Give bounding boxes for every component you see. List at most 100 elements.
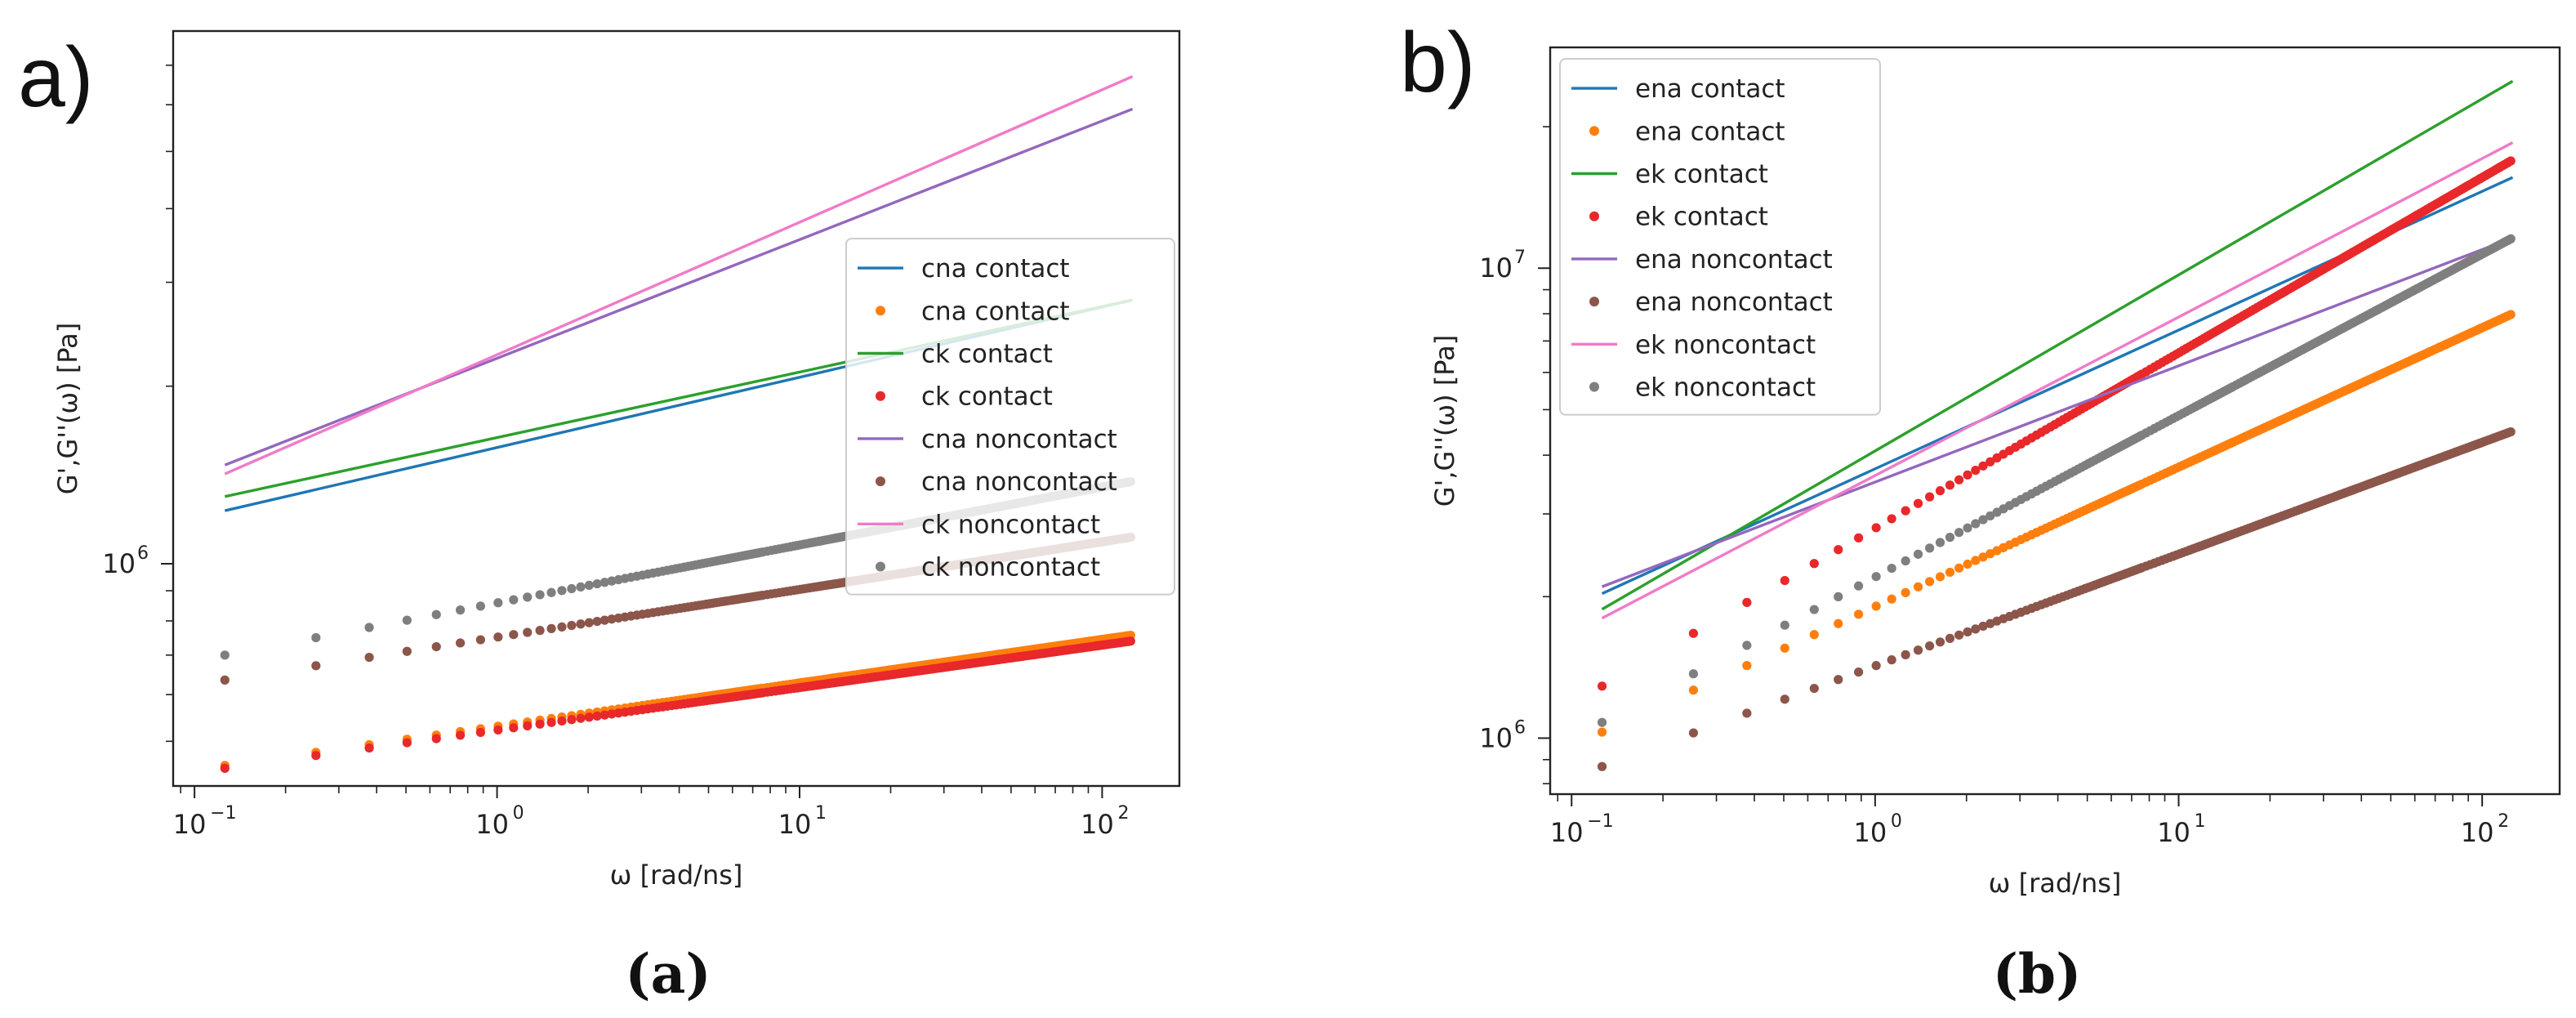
data-point: [220, 675, 230, 685]
data-point: [1597, 761, 1607, 771]
data-point: [1853, 533, 1864, 542]
data-point: [584, 580, 594, 591]
legend-swatch-dot: [876, 306, 885, 316]
legend-swatch-dot: [876, 561, 885, 572]
data-point: [557, 622, 567, 632]
data-point: [493, 725, 503, 735]
x-tick-exponent: 1: [2194, 811, 2205, 832]
data-point: [509, 630, 519, 640]
legend-swatch-dot: [876, 391, 885, 401]
series-dots-ck-contact: [220, 636, 1135, 773]
y-minor-ticks: [166, 65, 173, 743]
y-tick-exponent: 6: [137, 543, 149, 564]
data-point: [1924, 543, 1935, 553]
data-point: [1978, 461, 1988, 471]
y-minor-ticks: [1543, 126, 1550, 784]
data-point: [1688, 728, 1699, 738]
series-line-ek-noncontact: [1601, 141, 2514, 620]
legend-swatch-dot: [1589, 211, 1599, 221]
data-point: [1963, 559, 1972, 569]
data-point: [1913, 498, 1923, 508]
data-point: [1834, 592, 1843, 601]
series-dots-ek-noncontact: [1597, 234, 2516, 727]
data-point: [455, 730, 466, 740]
legend-label-cna-contact: cna contact: [921, 254, 1070, 284]
data-point: [592, 711, 602, 721]
data-point: [509, 723, 519, 733]
data-point: [475, 601, 485, 611]
data-point: [1688, 628, 1699, 638]
data-point: [1597, 717, 1607, 727]
x-tick-exponent: −1: [1587, 811, 1613, 832]
data-point: [535, 626, 545, 636]
data-point: [2506, 426, 2516, 437]
data-point: [557, 586, 567, 596]
data-point: [1597, 727, 1607, 737]
legend-label-ena-noncontact: ena noncontact: [1635, 288, 1833, 317]
x-tick-exponent: 2: [1117, 803, 1129, 824]
legend-label-ek-noncontact: ek noncontact: [1635, 373, 1816, 403]
data-point: [475, 727, 485, 738]
data-point: [607, 709, 617, 719]
caption-b: (b): [1993, 942, 2082, 1006]
data-point: [592, 578, 602, 589]
y-tick-label: 10: [1479, 722, 1513, 753]
data-point: [1809, 630, 1819, 640]
data-point: [567, 583, 577, 594]
data-point: [1954, 475, 1964, 484]
data-point: [1985, 511, 1995, 521]
data-point: [2506, 310, 2516, 319]
data-point: [599, 615, 609, 625]
chart-b: 10 −1 10 0 10 1 10 210 610 7ω [rad/ns]G',G''(ω) […: [1429, 46, 2561, 899]
data-point: [431, 609, 441, 619]
legend-label-ck-noncontact: ck noncontact: [921, 510, 1100, 539]
data-point: [220, 763, 230, 773]
legend-label-ek-contact: ek contact: [1635, 160, 1768, 190]
caption-a: (a): [625, 942, 711, 1006]
data-point: [1834, 618, 1843, 628]
data-point: [1780, 575, 1789, 586]
data-point: [1935, 486, 1945, 496]
data-point: [1924, 577, 1935, 587]
y-tick-label: 10: [1479, 252, 1513, 284]
x-tick-label: 10: [1854, 817, 1887, 848]
x-tick-exponent: 0: [1891, 811, 1902, 832]
x-tick-exponent: 1: [815, 803, 827, 824]
data-point: [1935, 637, 1945, 647]
data-point: [1887, 594, 1896, 604]
y-tick-label: 10: [102, 548, 136, 579]
legend-label-ck-contact: ck contact: [921, 340, 1053, 369]
data-point: [1688, 685, 1699, 695]
data-point: [1945, 567, 1955, 578]
data-point: [557, 716, 567, 726]
data-point: [1125, 636, 1135, 646]
data-point: [1901, 556, 1910, 566]
chart-a: 10 −1 10 0 10 1 10 210 6ω [rad/ns]G',G''(ω) [Pa]…: [52, 29, 1181, 891]
y-axis-title: G',G''(ω) [Pa]: [1429, 335, 1460, 507]
data-point: [584, 618, 594, 627]
data-point: [1963, 523, 1972, 533]
data-point: [567, 620, 577, 631]
data-point: [311, 751, 321, 761]
data-point: [493, 598, 503, 608]
data-point: [1971, 624, 1981, 634]
data-point: [523, 592, 533, 602]
data-point: [493, 632, 503, 642]
data-point: [455, 605, 466, 615]
data-point: [1742, 708, 1752, 718]
data-point: [592, 616, 602, 627]
data-point: [402, 646, 412, 656]
data-point: [311, 632, 321, 643]
data-point: [1742, 661, 1752, 671]
data-point: [1901, 506, 1910, 516]
data-point: [1853, 581, 1864, 591]
data-point: [1945, 533, 1955, 542]
y-tick-exponent: 7: [1514, 248, 1526, 268]
data-point: [1834, 545, 1843, 555]
legend-swatch-dot: [876, 476, 885, 487]
data-point: [576, 713, 586, 723]
data-point: [1901, 650, 1910, 659]
data-point: [1853, 609, 1864, 619]
data-point: [1871, 661, 1881, 671]
legend-label-ena-contact: ena contact: [1635, 117, 1785, 146]
